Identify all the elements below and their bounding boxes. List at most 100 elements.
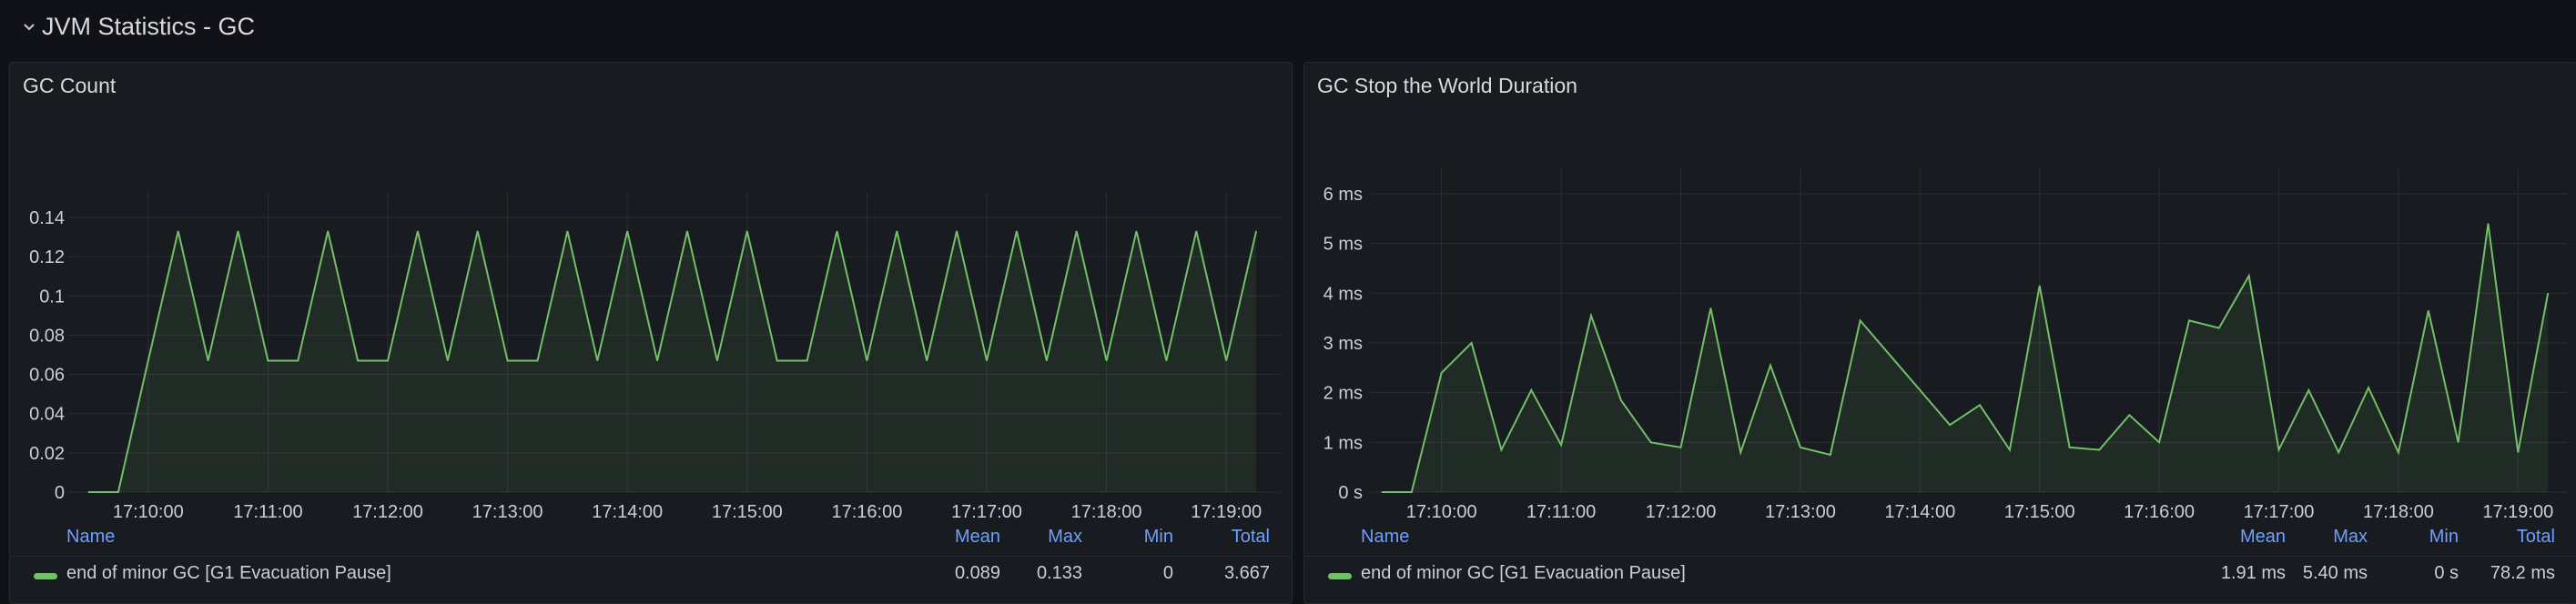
y-tick-label: 3 ms	[1323, 334, 1363, 354]
gc-stw-duration-chart[interactable]: 0 s 1 ms 2 ms 3 ms 4 ms 5 ms 6 ms 17:10:00 17:11…	[1304, 119, 2576, 528]
series-point	[267, 359, 269, 361]
legend-header-name[interactable]: Name	[1361, 527, 1410, 547]
series-point	[87, 491, 89, 493]
y-tick-label: 4 ms	[1323, 284, 1363, 304]
series-point	[806, 359, 808, 361]
x-tick-label: 17:13:00	[1765, 502, 1836, 522]
series-point	[1979, 404, 1981, 406]
legend-header-min[interactable]: Min	[2429, 527, 2459, 547]
series-point	[1530, 389, 1532, 391]
legend-header-total[interactable]: Total	[2516, 527, 2555, 547]
series-point	[1076, 230, 1078, 232]
series-point	[2487, 223, 2489, 225]
y-tick-label: 1 ms	[1323, 433, 1363, 453]
series-point	[1949, 424, 1951, 426]
series-point	[1195, 230, 1197, 232]
legend-total-value: 3.667	[1223, 563, 1270, 583]
y-tick-label: 5 ms	[1323, 235, 1363, 255]
series-point	[1136, 230, 1137, 232]
panel-title[interactable]: GC Stop the World Duration	[1317, 74, 1577, 97]
x-tick-label: 17:10:00	[1406, 502, 1477, 522]
series-point	[2009, 449, 2011, 451]
series-point	[716, 359, 718, 361]
series-line[interactable]	[1382, 223, 2550, 493]
series-point	[596, 359, 598, 361]
series-point	[1500, 449, 1502, 451]
row-title: JVM Statistics - GC	[42, 13, 256, 40]
legend-max-value: 0.133	[1036, 563, 1082, 583]
series-point	[2039, 285, 2041, 287]
legend-header-name[interactable]: Name	[66, 527, 116, 547]
legend-series-name[interactable]: end of minor GC [G1 Evacuation Pause]	[1361, 563, 1686, 583]
x-tick-label: 17:12:00	[352, 502, 423, 522]
series-point	[1255, 230, 1257, 232]
gc-count-chart[interactable]: 0 0.02 0.04 0.06 0.08 0.1 0.12 0.14 17:10:00 17:1…	[10, 119, 1292, 528]
series-point	[986, 359, 988, 361]
legend-total-value: 78.2 ms	[2490, 563, 2555, 583]
series-point	[1889, 355, 1891, 357]
series-point	[1225, 359, 1227, 361]
legend-header-max[interactable]: Max	[1048, 527, 1082, 547]
legend-max-value: 5.40 ms	[2302, 563, 2368, 583]
legend-series-name[interactable]: end of minor GC [G1 Evacuation Pause]	[66, 563, 391, 583]
series-point	[2428, 309, 2429, 311]
x-tick-label: 17:19:00	[2482, 502, 2553, 522]
x-tick-label: 17:19:00	[1191, 502, 1262, 522]
chevron-down-icon[interactable]	[20, 18, 38, 36]
legend-header-total[interactable]: Total	[1231, 527, 1270, 547]
series-point	[926, 359, 928, 361]
series-point	[417, 230, 419, 232]
panel-gc-count[interactable]: GC Count 0 0.02 0.04 0.06 0.08 0.1 0.12 0.14 17:…	[9, 62, 1293, 604]
series-point	[327, 230, 329, 232]
legend-header-mean[interactable]: Mean	[2239, 527, 2286, 547]
y-tick-label: 0.02	[29, 444, 65, 464]
x-tick-label: 17:11:00	[1526, 502, 1596, 522]
series-point	[2398, 451, 2399, 453]
x-tick-label: 17:18:00	[2363, 502, 2434, 522]
series-point	[447, 359, 449, 361]
dashboard-row-header[interactable]: JVM Statistics - GC	[0, 0, 2576, 56]
series-point	[1016, 230, 1018, 232]
series-point	[1411, 491, 1413, 493]
series-point	[2098, 449, 2100, 451]
series-point	[1165, 359, 1167, 361]
series-point	[1046, 359, 1048, 361]
legend-row[interactable]: end of minor GC [G1 Evacuation Pause] 1.…	[1304, 556, 2576, 593]
series-color-swatch[interactable]	[1328, 573, 1352, 579]
series-point	[776, 359, 778, 361]
panel-title[interactable]: GC Count	[23, 74, 117, 97]
series-area	[1382, 223, 2549, 493]
series-point	[537, 359, 538, 361]
legend-row[interactable]: end of minor GC [G1 Evacuation Pause] 0.…	[10, 556, 1292, 593]
y-tick-label: 0.1	[39, 287, 65, 307]
series-point	[566, 230, 568, 232]
x-tick-label: 17:12:00	[1646, 502, 1717, 522]
legend-header-min[interactable]: Min	[1143, 527, 1173, 547]
series-point	[2278, 449, 2279, 451]
y-tick-label: 0 s	[1338, 483, 1363, 503]
x-tick-label: 17:15:00	[2004, 502, 2075, 522]
series-point	[1919, 389, 1921, 391]
series-point	[1560, 444, 1562, 446]
series-point	[477, 230, 479, 232]
panel-gc-stw-duration[interactable]: GC Stop the World Duration 0 s 1 ms 2 ms 3 …	[1303, 62, 2576, 604]
x-tick-label: 17:17:00	[951, 502, 1022, 522]
legend-header-mean[interactable]: Mean	[954, 527, 1000, 547]
legend-header: Name Mean Max Min Total	[10, 527, 1292, 554]
series-point	[1650, 441, 1652, 443]
y-tick-label: 0.08	[29, 326, 65, 346]
series-point	[1106, 359, 1108, 361]
series-color-swatch[interactable]	[34, 573, 57, 579]
series-point	[686, 230, 688, 232]
y-tick-label: 6 ms	[1323, 185, 1363, 205]
legend-header-max[interactable]: Max	[2333, 527, 2368, 547]
series-point	[177, 230, 179, 232]
series-point	[626, 230, 628, 232]
series-point	[1830, 454, 1831, 456]
series-line[interactable]	[88, 230, 1258, 493]
x-tick-label: 17:16:00	[2124, 502, 2195, 522]
y-tick-label: 0.12	[29, 247, 65, 267]
series-point	[2128, 414, 2130, 416]
x-tick-label: 17:18:00	[1071, 502, 1142, 522]
y-tick-label: 0.14	[29, 208, 65, 228]
